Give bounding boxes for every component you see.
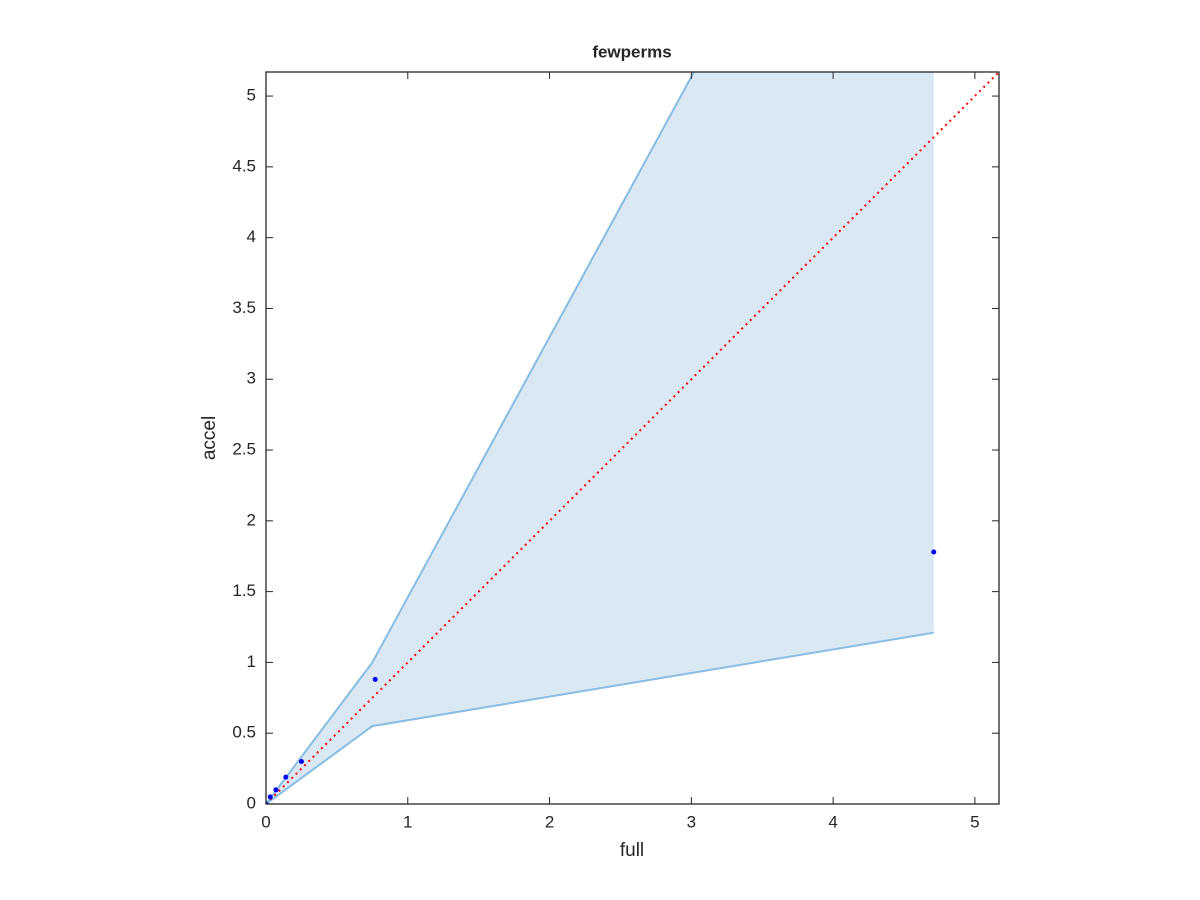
y-tick-label: 0.5 [232, 723, 256, 742]
y-tick-label: 4 [247, 227, 256, 246]
y-tick-label: 4.5 [232, 156, 256, 175]
x-tick-label: 4 [828, 812, 837, 831]
y-tick-label: 5 [247, 86, 256, 105]
x-tick-label: 2 [545, 812, 554, 831]
x-tick-label: 3 [687, 812, 696, 831]
y-tick-label: 3 [247, 369, 256, 388]
reference-line [266, 72, 999, 804]
point [298, 759, 304, 765]
y-tick-label: 0 [247, 793, 256, 812]
point [273, 787, 279, 793]
y-axis-label: accel [199, 416, 220, 460]
point [931, 549, 937, 555]
axes-box [265, 71, 1000, 805]
band-edge [266, 72, 696, 804]
x-tick-label: 5 [970, 812, 979, 831]
y-tick-label: 2 [247, 510, 256, 529]
x-tick-label: 1 [403, 812, 412, 831]
point [267, 794, 273, 800]
x-axis-label: full [620, 840, 644, 861]
x-tick-label: 0 [261, 812, 270, 831]
band-area [266, 72, 934, 804]
point [283, 774, 289, 780]
y-tick-label: 2.5 [232, 440, 256, 459]
y-tick-label: 1 [247, 652, 256, 671]
chart-title: fewperms [592, 42, 671, 61]
band-edge [266, 631, 934, 804]
plot-area [266, 72, 999, 804]
y-tick-label: 1.5 [232, 581, 256, 600]
point [372, 676, 378, 682]
y-tick-label: 3.5 [232, 298, 256, 317]
